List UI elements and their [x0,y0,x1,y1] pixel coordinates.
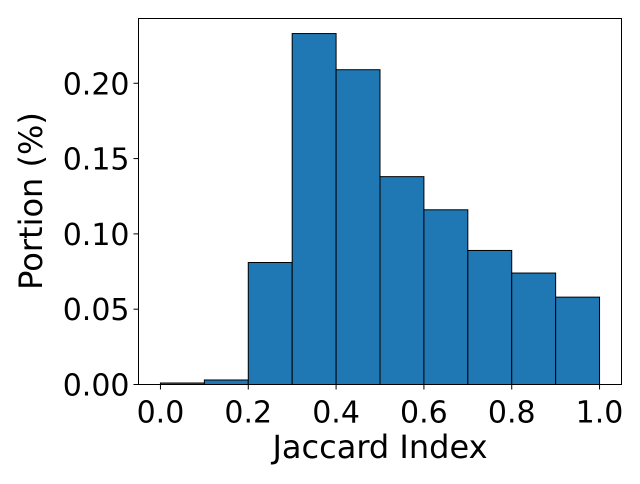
x-tick-label: 0.8 [488,396,536,431]
y-tick-label: 0.15 [63,143,130,178]
histogram-bar [511,272,557,385]
histogram-bar [247,262,293,385]
y-tick-label: 0.10 [63,218,130,253]
bars-layer [159,33,601,386]
y-axis-label: Portion (%) [12,112,50,290]
x-axis-ticks: 0.0 0.2 0.4 0.6 0.8 1.0 [137,384,624,431]
x-tick-label: 0.2 [224,396,272,431]
x-tick-label: 0.0 [137,396,185,431]
y-axis-ticks: 0.00 0.05 0.10 0.15 0.20 [63,67,139,404]
plot-frame [138,18,622,385]
x-tick-label: 1.0 [576,396,624,431]
histogram-bar [335,69,381,386]
y-tick-label: 0.05 [63,293,130,328]
histogram-bar [203,379,249,385]
histogram-bar [467,249,513,385]
histogram-bar [555,296,601,385]
histogram-bar [291,33,337,385]
x-tick-label: 0.4 [312,396,360,431]
y-tick-label: 0.20 [63,67,130,102]
y-tick-label: 0.00 [63,369,130,404]
histogram-bar [423,209,469,385]
x-tick-label: 0.6 [400,396,448,431]
histogram-bar [379,176,425,385]
x-axis-label: Jaccard Index [270,428,487,466]
